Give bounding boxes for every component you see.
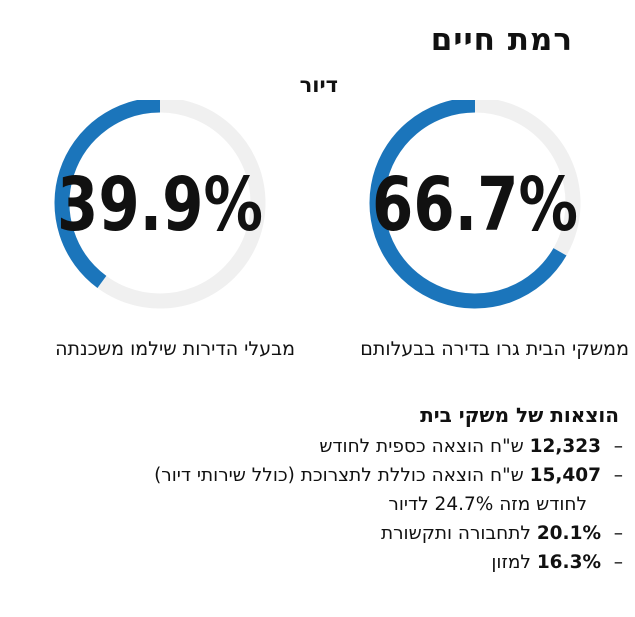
expense-item-monetary: 12,323 ש"ח הוצאה כספית לחודש [23, 433, 623, 460]
donut-caption-owners: ממשקי הבית גרו בדירה בבעלותם [360, 338, 629, 360]
expense-text: ש"ח הוצאה כוללת לתצרוכת (כולל שירותי דיו… [154, 465, 530, 486]
expense-amount: 15,407 [529, 465, 601, 486]
page-title: רמת חיים [430, 22, 573, 58]
donut-value-label-mortgage: 39.9% [57, 162, 263, 248]
donut-charts: 66.7% 39.9% [54, 100, 581, 309]
expense-text: לתחבורה ותקשורת [380, 523, 537, 544]
expense-continuation: לחודש מזה 24.7% לדיור [388, 494, 587, 515]
expense-item-consumption: 15,407 ש"ח הוצאה כוללת לתצרוכת (כולל שיר… [23, 462, 623, 518]
expense-text: למזון [491, 552, 537, 573]
expense-amount: 12,323 [529, 436, 601, 457]
expense-text: ש"ח הוצאה כספית לחודש [319, 436, 530, 457]
donut-value-label-owners: 66.7% [372, 162, 578, 248]
donut-arc-mortgage [54, 100, 161, 288]
donut-chart-owners: 66.7% [369, 100, 581, 309]
expenses-section: הוצאות של משקי בית 12,323 ש"ח הוצאה כספי… [23, 401, 623, 578]
expense-item-transport: 20.1% לתחבורה ותקשורת [23, 520, 623, 547]
donut-arc-owners [369, 100, 567, 309]
expenses-title: הוצאות של משקי בית [420, 403, 619, 427]
expense-item-food: 16.3% למזון [23, 549, 623, 576]
expenses-list: 12,323 ש"ח הוצאה כספית לחודש 15,407 ש"ח … [23, 433, 623, 576]
expense-amount: 20.1% [536, 523, 601, 544]
donut-chart-mortgage: 39.9% [54, 100, 266, 309]
section-title: דיור [299, 73, 338, 97]
expense-amount: 16.3% [536, 552, 601, 573]
donut-caption-mortgage: מבעלי הדירות שילמו משכנתה [55, 338, 295, 360]
